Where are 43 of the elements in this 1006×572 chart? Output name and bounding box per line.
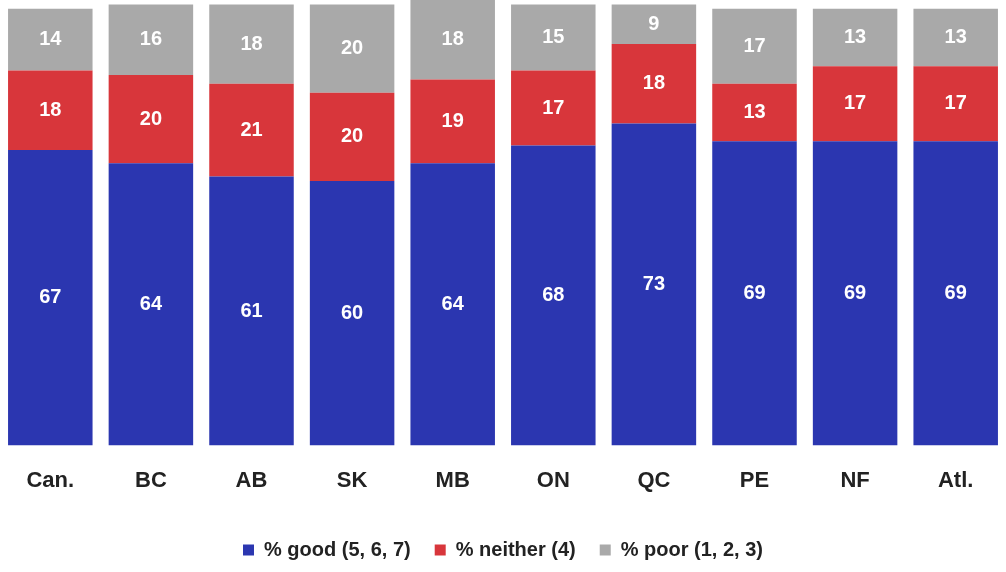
data-label: 19: [441, 108, 464, 131]
data-label: 68: [542, 283, 565, 306]
data-label: 20: [340, 124, 364, 147]
data-label: 61: [240, 298, 263, 321]
data-label: 64: [139, 291, 163, 314]
data-label: 13: [743, 100, 766, 123]
data-label: 17: [743, 33, 766, 56]
data-label: 14: [39, 27, 63, 50]
x-tick-label: QC: [637, 466, 671, 492]
data-label: 15: [542, 25, 565, 48]
data-label: 17: [944, 91, 967, 114]
data-label: 20: [340, 36, 364, 59]
x-tick-label: SK: [336, 466, 368, 492]
data-label: 18: [441, 27, 464, 50]
data-label: 64: [441, 291, 465, 314]
x-tick-label: Atl.: [937, 466, 974, 492]
data-label: 67: [39, 285, 62, 308]
legend-label: % neither (4): [455, 537, 576, 560]
data-label: 69: [843, 280, 867, 303]
data-label: 60: [340, 300, 364, 323]
x-tick-label: ON: [536, 466, 570, 492]
data-label: 16: [139, 27, 163, 50]
x-tick-label: Can.: [26, 466, 75, 492]
x-tick-label: BC: [135, 466, 167, 492]
data-label: 13: [843, 25, 867, 48]
data-label: 9: [648, 11, 660, 34]
x-tick-label: NF: [840, 466, 870, 492]
data-label: 17: [843, 91, 867, 114]
data-label: 18: [39, 97, 62, 120]
data-label: 18: [642, 71, 666, 94]
legend-label: % poor (1, 2, 3): [620, 537, 763, 560]
x-tick-label: PE: [739, 466, 770, 492]
legend-label: % good (5, 6, 7): [264, 537, 411, 560]
data-label: 13: [944, 25, 967, 48]
data-label: 17: [542, 95, 565, 118]
x-tick-label: AB: [235, 466, 268, 492]
data-label: 18: [240, 31, 263, 54]
data-label: 69: [944, 280, 967, 303]
data-label: 69: [743, 280, 766, 303]
data-label: 21: [240, 117, 263, 140]
data-label: 73: [642, 272, 666, 295]
x-tick-label: MB: [435, 466, 470, 492]
data-label: 20: [139, 106, 163, 129]
